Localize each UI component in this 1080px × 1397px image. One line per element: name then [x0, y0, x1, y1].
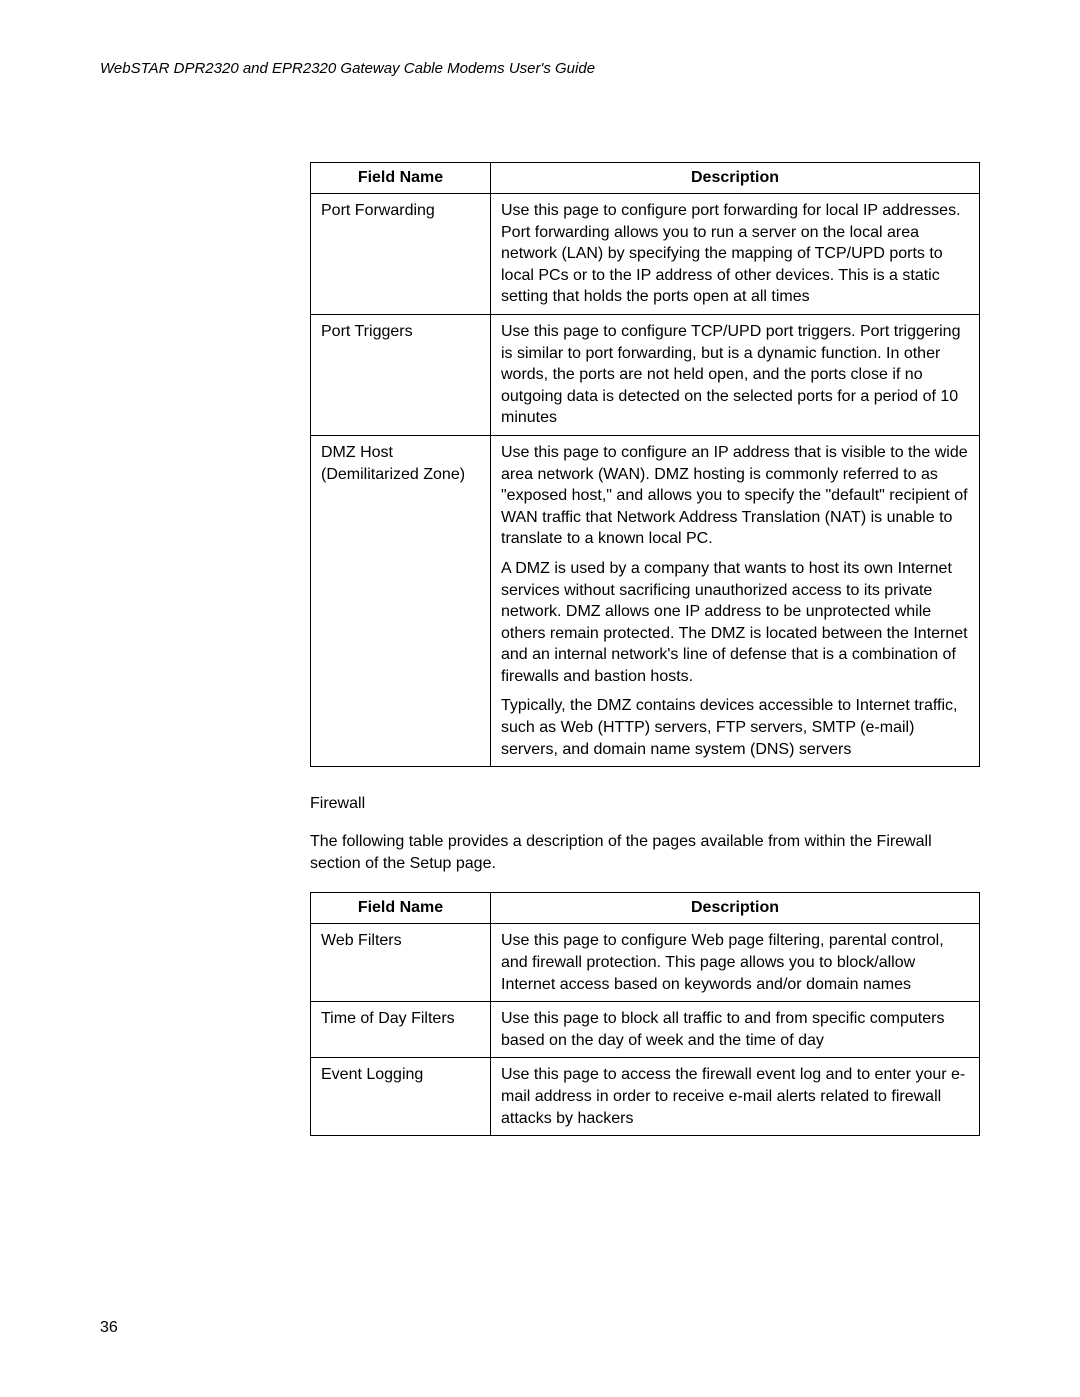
cell-field: Event Logging: [311, 1058, 491, 1136]
desc-para: Use this page to block all traffic to an…: [501, 1008, 969, 1051]
cell-desc: Use this page to block all traffic to an…: [491, 1002, 980, 1058]
cell-field: DMZ Host (Demilitarized Zone): [311, 435, 491, 766]
desc-para: Use this page to configure an IP address…: [501, 442, 969, 550]
page-number: 36: [100, 1319, 118, 1337]
cell-desc: Use this page to configure port forwardi…: [491, 194, 980, 315]
table-row: Time of Day Filters Use this page to blo…: [311, 1002, 980, 1058]
th-field-name: Field Name: [311, 893, 491, 924]
desc-para: A DMZ is used by a company that wants to…: [501, 558, 969, 688]
cell-field: Port Triggers: [311, 314, 491, 435]
th-description: Description: [491, 163, 980, 194]
cell-desc: Use this page to access the firewall eve…: [491, 1058, 980, 1136]
cell-field: Time of Day Filters: [311, 1002, 491, 1058]
desc-para: Use this page to configure Web page filt…: [501, 930, 969, 995]
table-header-row: Field Name Description: [311, 163, 980, 194]
table-row: Event Logging Use this page to access th…: [311, 1058, 980, 1136]
document-header: WebSTAR DPR2320 and EPR2320 Gateway Cabl…: [100, 60, 980, 77]
cell-desc: Use this page to configure Web page filt…: [491, 924, 980, 1002]
cell-desc: Use this page to configure TCP/UPD port …: [491, 314, 980, 435]
cell-desc: Use this page to configure an IP address…: [491, 435, 980, 766]
desc-para: Use this page to access the firewall eve…: [501, 1064, 969, 1129]
th-description: Description: [491, 893, 980, 924]
table-row: Port Forwarding Use this page to configu…: [311, 194, 980, 315]
table-row: Port Triggers Use this page to configure…: [311, 314, 980, 435]
section-intro: The following table provides a descripti…: [310, 831, 980, 874]
page: WebSTAR DPR2320 and EPR2320 Gateway Cabl…: [0, 0, 1080, 1214]
section-title-firewall: Firewall: [310, 795, 980, 813]
table-firewall: Field Name Description Web Filters Use t…: [310, 892, 980, 1136]
table-row: DMZ Host (Demilitarized Zone) Use this p…: [311, 435, 980, 766]
cell-field: Web Filters: [311, 924, 491, 1002]
table-advanced: Field Name Description Port Forwarding U…: [310, 162, 980, 767]
desc-para: Use this page to configure TCP/UPD port …: [501, 321, 969, 429]
table-row: Web Filters Use this page to configure W…: [311, 924, 980, 1002]
desc-para: Typically, the DMZ contains devices acce…: [501, 695, 969, 760]
content-area: Field Name Description Port Forwarding U…: [310, 162, 980, 1136]
cell-field: Port Forwarding: [311, 194, 491, 315]
table-header-row: Field Name Description: [311, 893, 980, 924]
th-field-name: Field Name: [311, 163, 491, 194]
desc-para: Use this page to configure port forwardi…: [501, 200, 969, 308]
